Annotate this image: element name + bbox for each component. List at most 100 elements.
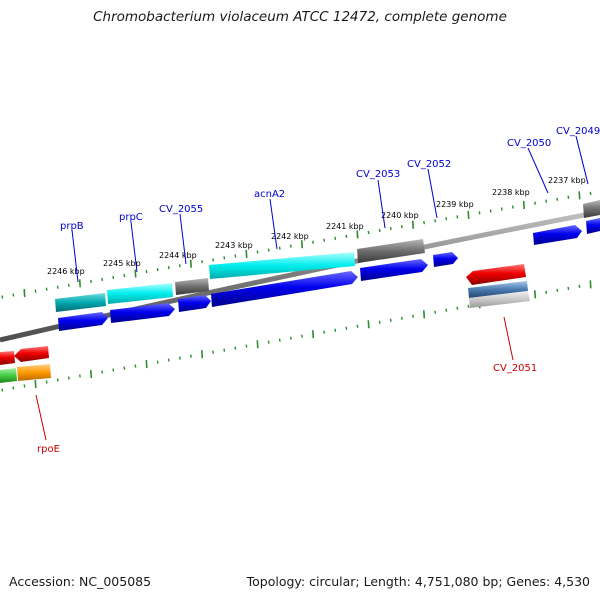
gene-label-CV_2052: CV_2052 [407, 159, 451, 170]
leader-acnA2 [269, 198, 278, 250]
minor-tick [334, 328, 337, 332]
minor-tick [101, 370, 104, 374]
minor-tick [167, 266, 170, 270]
gene-label-prpC: prpC [119, 212, 143, 223]
cds-CV_2049 [586, 218, 600, 234]
minor-tick [412, 314, 414, 318]
minor-tick [289, 336, 292, 340]
feature-prpB-cog [55, 293, 106, 312]
leader-CV_2051 [503, 316, 514, 361]
feature-CV_2051-cog-b [469, 291, 530, 308]
scale-label: 2238 kbp [492, 188, 530, 197]
minor-tick [112, 368, 115, 372]
minor-tick [45, 380, 48, 384]
cds-acnA2 [211, 271, 358, 307]
minor-tick [123, 273, 126, 278]
cds-CV_2053 [360, 259, 428, 281]
feature-CV_2051-cog-a [468, 281, 528, 298]
scale-label: 2245 kbp [103, 259, 141, 268]
major-tick [534, 290, 537, 299]
minor-tick [156, 268, 159, 272]
minor-tick [278, 338, 281, 342]
minor-tick [123, 366, 126, 370]
minor-tick [367, 230, 370, 235]
minor-tick [423, 221, 425, 225]
leader-CV_2053 [377, 179, 386, 229]
feature-acnA2-cog [209, 252, 355, 279]
accession-text: Accession: NC_005085 [9, 574, 152, 589]
minor-tick [578, 284, 581, 288]
minor-tick [67, 376, 70, 380]
feature-prpC-cog [107, 283, 173, 304]
major-tick [467, 210, 470, 219]
minor-tick [1, 295, 4, 299]
minor-tick [389, 318, 392, 322]
minor-tick [400, 316, 403, 320]
minor-tick [190, 354, 192, 358]
cds-track-forward [58, 218, 600, 331]
minor-tick [445, 217, 448, 221]
major-tick [134, 269, 137, 278]
scale-label: 2244 kbp [159, 251, 197, 260]
gene-label-prpB: prpB [60, 221, 84, 232]
cds-rpoE-left [0, 351, 15, 365]
minor-tick [223, 256, 226, 260]
label-leaders [35, 135, 589, 441]
minor-tick [389, 226, 392, 231]
minor-tick [101, 277, 104, 282]
gene-label-CV_2049: CV_2049 [556, 126, 600, 137]
minor-tick [134, 364, 137, 368]
minor-tick [434, 219, 437, 223]
major-tick [90, 370, 93, 379]
minor-tick [45, 287, 48, 291]
major-tick [145, 360, 148, 369]
major-tick [34, 379, 37, 389]
cds-CV_2055 [178, 295, 211, 312]
major-tick [411, 220, 414, 229]
major-tick [589, 280, 592, 289]
minor-tick [56, 378, 59, 382]
cds-prpB [58, 312, 108, 331]
minor-tick [545, 199, 548, 203]
minor-tick [556, 197, 559, 201]
minor-tick [212, 258, 215, 262]
major-tick [245, 249, 248, 259]
minor-tick [245, 344, 248, 348]
minor-tick [256, 250, 259, 254]
minor-tick [156, 360, 159, 364]
gene-labels: prpB prpC CV_2055 acnA2 CV_2053 CV_2052 … [37, 126, 600, 455]
major-tick [201, 350, 204, 359]
minor-tick [289, 244, 292, 248]
cds-CV_2052 [433, 252, 458, 267]
minor-tick [556, 288, 559, 292]
minor-tick [223, 348, 226, 352]
scale-label: 2240 kbp [381, 211, 419, 220]
major-tick [312, 330, 315, 339]
major-tick [522, 201, 525, 210]
leader-CV_2055 [179, 213, 187, 265]
major-tick [356, 230, 359, 239]
cds-track-reverse [0, 264, 530, 383]
minor-tick [345, 234, 348, 238]
minor-tick [589, 191, 592, 195]
gene-label-CV_2051: CV_2051 [493, 363, 537, 374]
minor-tick [34, 289, 37, 293]
cog-track-forward [55, 200, 600, 312]
minor-tick [79, 374, 81, 378]
minor-tick [67, 283, 70, 287]
minor-tick [301, 334, 303, 338]
leader-prpB [71, 229, 79, 283]
genome-summary-text: Topology: circular; Length: 4,751,080 bp… [246, 574, 590, 589]
minor-tick [456, 215, 459, 219]
minor-tick [378, 320, 381, 324]
minor-tick [567, 286, 570, 290]
feature-CV_2049-cog [583, 200, 600, 218]
minor-tick [312, 240, 314, 244]
leader-rpoE [35, 394, 47, 441]
major-tick [578, 191, 581, 200]
minor-tick [12, 293, 15, 297]
minor-tick [434, 310, 437, 314]
scale-label: 2246 kbp [47, 267, 85, 276]
minor-tick [456, 306, 459, 310]
